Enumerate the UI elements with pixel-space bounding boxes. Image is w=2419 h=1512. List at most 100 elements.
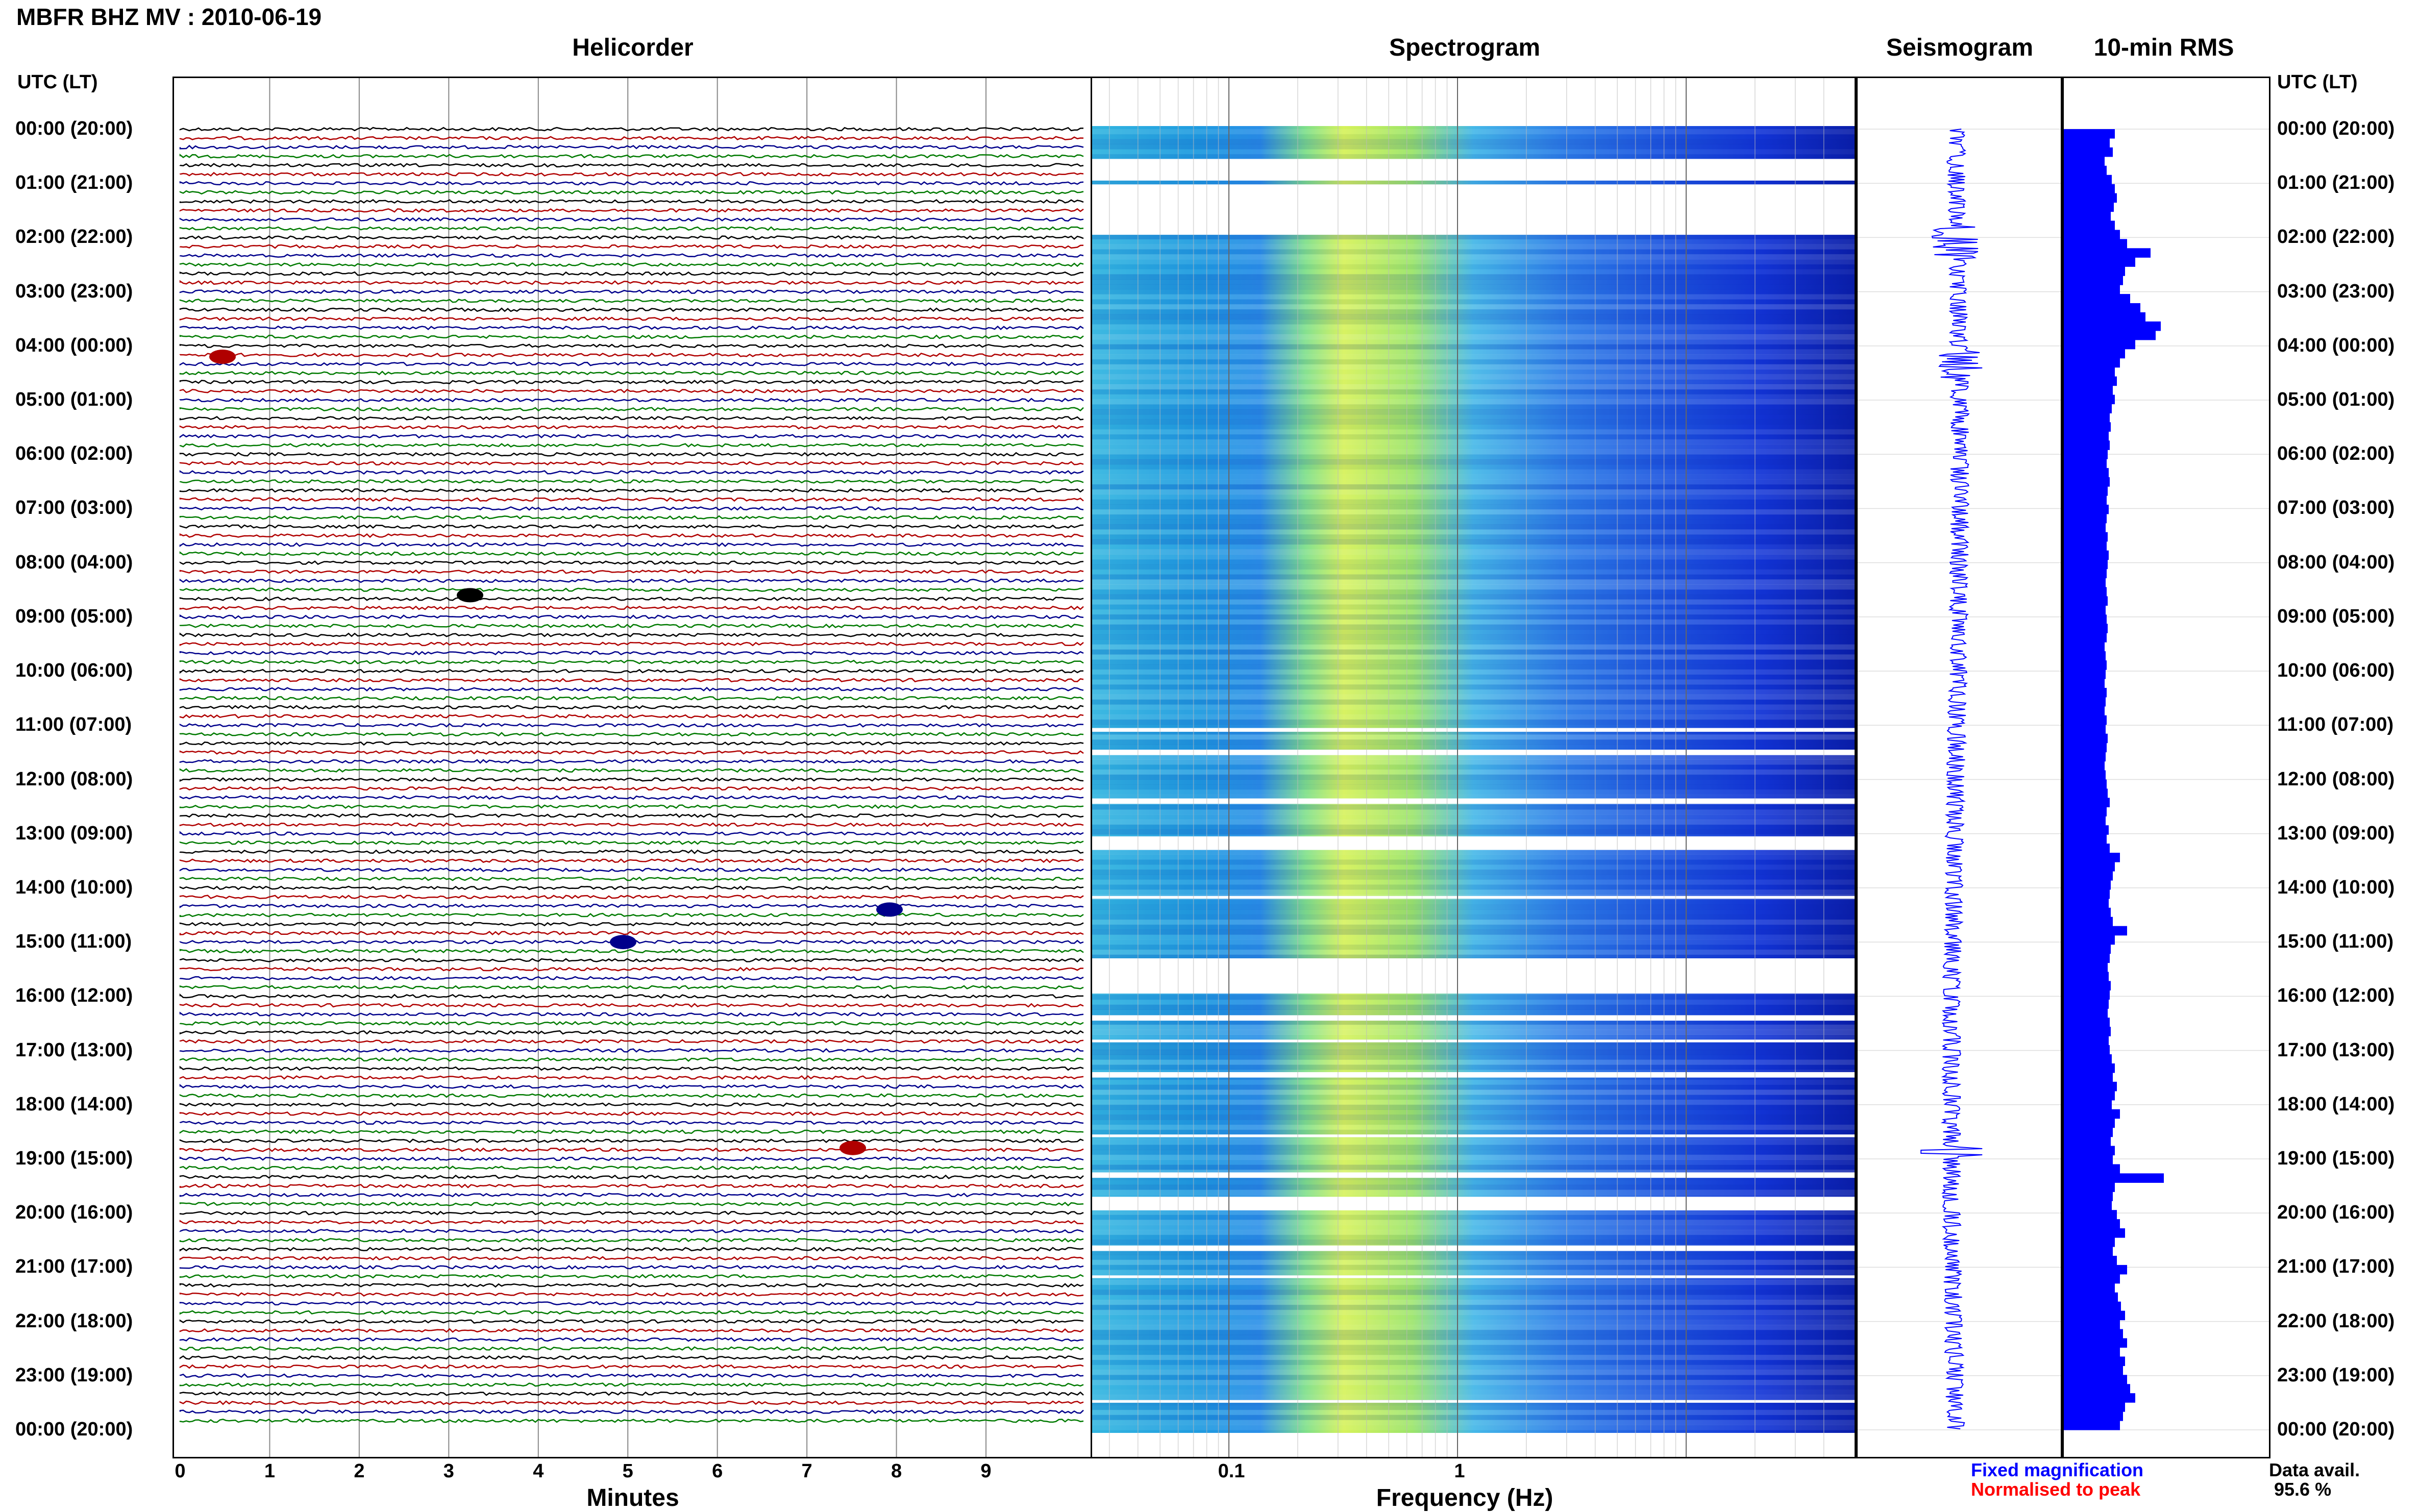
rms-bar xyxy=(2064,660,2107,670)
spectrogram-row xyxy=(1092,1300,1855,1305)
rms-bar xyxy=(2064,266,2125,276)
rms-bar xyxy=(2064,257,2135,267)
helicorder-trace xyxy=(179,127,1084,132)
time-label-right: 12:00 (08:00) xyxy=(2277,768,2395,790)
spectrogram-row xyxy=(1092,294,1855,300)
spectrogram-row xyxy=(1092,1170,1855,1175)
time-label-right: 11:00 (07:00) xyxy=(2277,714,2394,736)
spectrogram-row xyxy=(1092,704,1855,710)
spectrogram-row xyxy=(1092,144,1855,150)
helicorder-trace xyxy=(179,949,1084,954)
helicorder-trace xyxy=(179,1138,1084,1144)
helicorder-trace xyxy=(179,1156,1084,1161)
time-label-left: 04:00 (00:00) xyxy=(15,334,133,356)
spectrogram-row xyxy=(1092,1229,1855,1235)
helicorder-trace xyxy=(179,578,1084,583)
rms-bar xyxy=(2064,1063,2115,1073)
helicorder-trace xyxy=(179,1210,1084,1216)
spectrogram-row xyxy=(1092,1184,1855,1190)
spectrogram-row xyxy=(1092,139,1855,144)
time-label-right: 06:00 (02:00) xyxy=(2277,443,2395,465)
spectrogram-row xyxy=(1092,249,1855,255)
time-label-right: 21:00 (17:00) xyxy=(2277,1256,2395,1278)
rms-bar xyxy=(2064,990,2110,1000)
spectrogram-row xyxy=(1092,779,1855,785)
helicorder-trace xyxy=(179,1382,1084,1387)
spectrogram-row xyxy=(1092,504,1855,510)
helicorder-trace xyxy=(179,542,1084,548)
rms-bar xyxy=(2064,285,2120,294)
spectrogram-row xyxy=(1092,129,1855,135)
spectrogram-row xyxy=(1092,819,1855,825)
spectrogram-row xyxy=(1092,814,1855,820)
time-label-left: 11:00 (07:00) xyxy=(15,714,132,736)
spectrogram-row xyxy=(1092,454,1855,460)
spectrogram-row xyxy=(1092,949,1855,955)
spectrogram-row xyxy=(1092,914,1855,920)
time-label-right: 19:00 (15:00) xyxy=(2277,1147,2395,1169)
time-label-left: 05:00 (01:00) xyxy=(15,389,133,411)
spectrogram-row xyxy=(1092,539,1855,545)
spectrogram-row xyxy=(1092,134,1855,140)
legend-fixed-magnification: Fixed magnification xyxy=(1971,1459,2144,1480)
helicorder-trace xyxy=(179,678,1084,683)
spectrogram-row xyxy=(1092,1179,1855,1185)
time-label-left: 08:00 (04:00) xyxy=(15,551,133,573)
spectrogram-row xyxy=(1092,534,1855,540)
spectrogram-row xyxy=(1092,1114,1855,1120)
minute-tick-label: 9 xyxy=(980,1460,992,1482)
time-label-left: 13:00 (09:00) xyxy=(15,822,133,844)
station-title: MBFR BHZ MV : 2010-06-19 xyxy=(16,4,322,30)
rms-bar xyxy=(2064,596,2108,606)
time-label-left: 09:00 (05:00) xyxy=(15,605,133,627)
rms-bar xyxy=(2064,211,2111,221)
rms-bar xyxy=(2064,1347,2120,1357)
rms-bar xyxy=(2064,633,2107,642)
spectrogram-row xyxy=(1092,669,1855,675)
time-label-left: 22:00 (18:00) xyxy=(15,1310,133,1332)
spectrogram-row xyxy=(1092,744,1855,750)
spectrogram-gap xyxy=(1092,1400,1855,1403)
spectrogram-row xyxy=(1092,1240,1855,1245)
helicorder-trace xyxy=(179,470,1084,475)
spectrogram-row xyxy=(1092,774,1855,780)
rms-bar xyxy=(2064,1192,2113,1201)
rms-bar xyxy=(2064,742,2107,753)
rms-bar xyxy=(2064,248,2151,258)
spectrogram-row xyxy=(1092,1214,1855,1220)
rms-bar xyxy=(2064,367,2115,377)
rms-bar xyxy=(2064,798,2110,807)
spectrogram-gap xyxy=(1092,1197,1855,1210)
helicorder-trace xyxy=(179,714,1084,719)
helicorder-trace xyxy=(179,1220,1083,1225)
helicorder-trace xyxy=(179,307,1084,312)
spectrogram-row xyxy=(1092,1395,1855,1400)
time-label-left: 01:00 (21:00) xyxy=(15,172,133,194)
spectrogram-row xyxy=(1092,920,1855,925)
helicorder-trace xyxy=(179,253,1084,258)
helicorder-trace xyxy=(179,840,1084,846)
spectrogram-row xyxy=(1092,1350,1855,1355)
rms-bar xyxy=(2064,935,2115,945)
spectrogram-row xyxy=(1092,1109,1855,1115)
spectrogram-row xyxy=(1092,1320,1855,1325)
time-label-right: 20:00 (16:00) xyxy=(2277,1202,2395,1224)
helicorder-plot xyxy=(179,78,1084,1457)
spectrogram-row xyxy=(1092,544,1855,550)
helicorder-trace xyxy=(179,1003,1084,1008)
rms-bar xyxy=(2064,413,2110,423)
spectrogram-row xyxy=(1092,259,1855,265)
spectrogram-row xyxy=(1092,1139,1855,1145)
spectrogram-row xyxy=(1092,179,1855,185)
spectrogram-row xyxy=(1092,489,1855,495)
spectrogram-row xyxy=(1092,269,1855,275)
helicorder-trace xyxy=(179,217,1084,222)
spectrogram-row xyxy=(1092,954,1855,960)
spectrogram-row xyxy=(1092,1004,1855,1010)
spectrogram-row xyxy=(1092,1149,1855,1155)
spectrogram-row xyxy=(1092,244,1855,250)
rms-bar xyxy=(2064,1164,2120,1174)
spectrogram-row xyxy=(1092,1375,1855,1380)
rms-bar xyxy=(2064,1310,2125,1321)
rms-bar xyxy=(2064,532,2108,542)
